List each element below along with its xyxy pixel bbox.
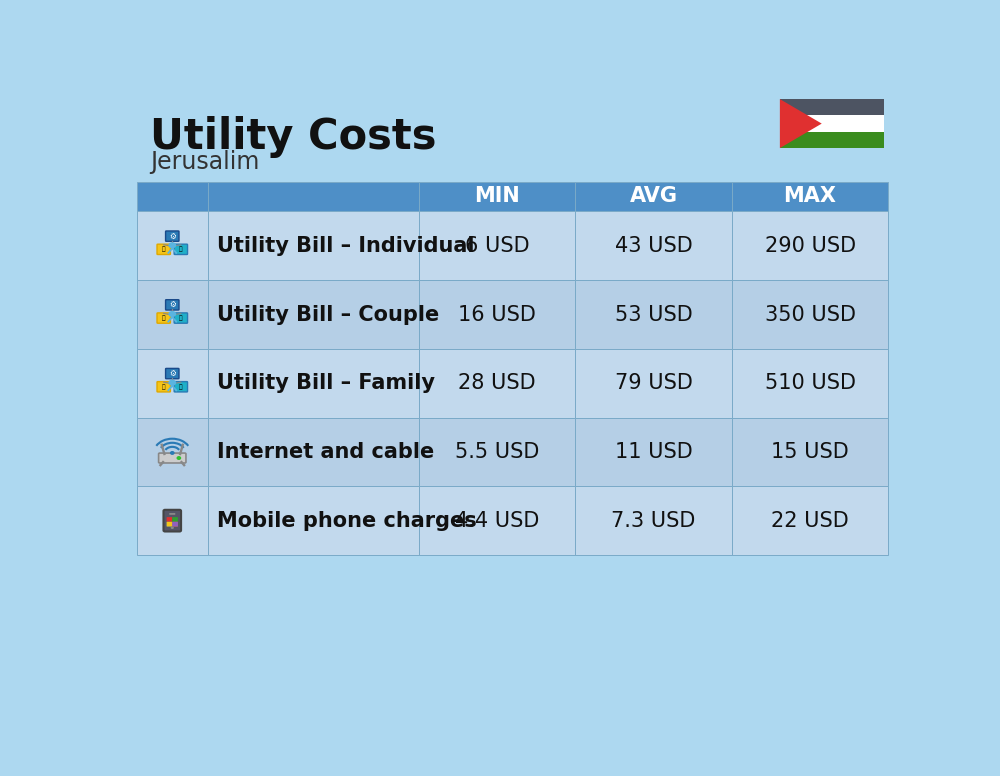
FancyBboxPatch shape xyxy=(137,211,208,280)
FancyBboxPatch shape xyxy=(208,182,419,211)
FancyBboxPatch shape xyxy=(137,182,208,211)
Text: 43 USD: 43 USD xyxy=(615,236,692,256)
Text: 6 USD: 6 USD xyxy=(465,236,529,256)
Text: Utility Costs: Utility Costs xyxy=(150,116,436,158)
Text: ⚙: ⚙ xyxy=(169,232,176,241)
Text: AVG: AVG xyxy=(630,186,678,206)
Text: 🔌: 🔌 xyxy=(162,315,165,320)
FancyBboxPatch shape xyxy=(419,349,575,417)
FancyBboxPatch shape xyxy=(167,517,172,522)
FancyBboxPatch shape xyxy=(159,453,186,463)
FancyBboxPatch shape xyxy=(575,417,732,487)
Text: ⚙: ⚙ xyxy=(169,300,176,310)
Text: Internet and cable: Internet and cable xyxy=(217,442,434,462)
Text: Mobile phone charges: Mobile phone charges xyxy=(217,511,477,531)
FancyBboxPatch shape xyxy=(732,417,888,487)
Text: 350 USD: 350 USD xyxy=(765,304,856,324)
FancyBboxPatch shape xyxy=(575,211,732,280)
Text: MAX: MAX xyxy=(784,186,837,206)
Circle shape xyxy=(177,457,181,459)
Text: 22 USD: 22 USD xyxy=(771,511,849,531)
FancyBboxPatch shape xyxy=(575,182,732,211)
FancyBboxPatch shape xyxy=(172,517,178,522)
Text: Utility Bill – Family: Utility Bill – Family xyxy=(217,373,435,393)
Text: MIN: MIN xyxy=(474,186,520,206)
FancyBboxPatch shape xyxy=(208,211,419,280)
FancyBboxPatch shape xyxy=(169,513,175,514)
Text: 💧: 💧 xyxy=(179,384,183,390)
FancyBboxPatch shape xyxy=(780,99,884,116)
Text: ⚙: ⚙ xyxy=(169,369,176,378)
FancyBboxPatch shape xyxy=(732,182,888,211)
Text: 510 USD: 510 USD xyxy=(765,373,856,393)
Text: 79 USD: 79 USD xyxy=(615,373,692,393)
Text: 7.3 USD: 7.3 USD xyxy=(611,511,696,531)
FancyBboxPatch shape xyxy=(172,521,178,527)
FancyBboxPatch shape xyxy=(208,417,419,487)
FancyBboxPatch shape xyxy=(419,211,575,280)
Text: 🔌: 🔌 xyxy=(162,384,165,390)
Text: 16 USD: 16 USD xyxy=(458,304,536,324)
FancyBboxPatch shape xyxy=(780,132,884,148)
Text: 11 USD: 11 USD xyxy=(615,442,692,462)
Circle shape xyxy=(171,452,174,454)
FancyBboxPatch shape xyxy=(172,521,178,527)
Text: 28 USD: 28 USD xyxy=(458,373,536,393)
FancyBboxPatch shape xyxy=(163,510,181,532)
Circle shape xyxy=(168,311,176,317)
FancyBboxPatch shape xyxy=(575,349,732,417)
FancyBboxPatch shape xyxy=(157,382,170,392)
Text: 5.5 USD: 5.5 USD xyxy=(455,442,539,462)
Text: 💧: 💧 xyxy=(179,315,183,320)
Text: 53 USD: 53 USD xyxy=(615,304,692,324)
Text: 4.4 USD: 4.4 USD xyxy=(455,511,539,531)
FancyBboxPatch shape xyxy=(419,487,575,555)
FancyBboxPatch shape xyxy=(167,521,172,527)
FancyBboxPatch shape xyxy=(166,300,179,310)
Text: 💧: 💧 xyxy=(179,247,183,252)
FancyBboxPatch shape xyxy=(167,521,172,527)
FancyBboxPatch shape xyxy=(157,244,170,255)
FancyBboxPatch shape xyxy=(208,349,419,417)
Polygon shape xyxy=(780,99,822,148)
FancyBboxPatch shape xyxy=(174,382,188,392)
FancyBboxPatch shape xyxy=(732,349,888,417)
FancyBboxPatch shape xyxy=(208,280,419,349)
FancyBboxPatch shape xyxy=(732,487,888,555)
FancyBboxPatch shape xyxy=(732,280,888,349)
FancyBboxPatch shape xyxy=(575,280,732,349)
FancyBboxPatch shape xyxy=(137,417,208,487)
Circle shape xyxy=(171,526,174,529)
FancyBboxPatch shape xyxy=(174,244,188,255)
FancyBboxPatch shape xyxy=(174,313,188,324)
Circle shape xyxy=(168,379,176,386)
Circle shape xyxy=(168,242,176,248)
FancyBboxPatch shape xyxy=(208,487,419,555)
FancyBboxPatch shape xyxy=(419,182,575,211)
FancyBboxPatch shape xyxy=(780,116,884,132)
FancyBboxPatch shape xyxy=(157,313,170,324)
FancyBboxPatch shape xyxy=(166,369,179,379)
FancyBboxPatch shape xyxy=(732,211,888,280)
FancyBboxPatch shape xyxy=(166,231,179,241)
FancyBboxPatch shape xyxy=(419,417,575,487)
FancyBboxPatch shape xyxy=(137,280,208,349)
Text: 290 USD: 290 USD xyxy=(765,236,856,256)
FancyBboxPatch shape xyxy=(137,349,208,417)
Text: Utility Bill – Couple: Utility Bill – Couple xyxy=(217,304,439,324)
FancyBboxPatch shape xyxy=(419,280,575,349)
Text: Utility Bill – Individual: Utility Bill – Individual xyxy=(217,236,475,256)
Text: 🔌: 🔌 xyxy=(162,247,165,252)
FancyBboxPatch shape xyxy=(575,487,732,555)
Text: 15 USD: 15 USD xyxy=(771,442,849,462)
Text: Jerusalim: Jerusalim xyxy=(150,150,259,174)
FancyBboxPatch shape xyxy=(137,487,208,555)
